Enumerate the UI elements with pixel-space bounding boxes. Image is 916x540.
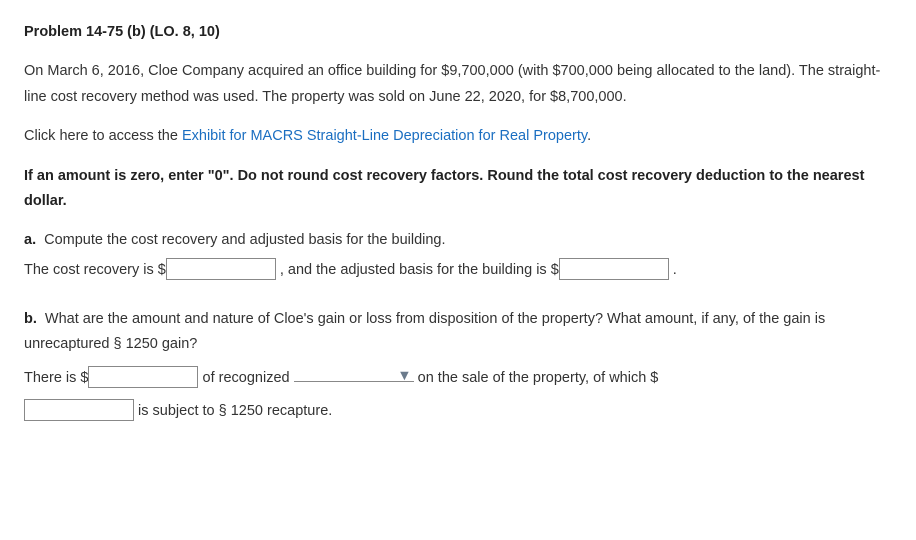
recognized-pre: There is $ [24,370,88,386]
part-b: b. What are the amount and nature of Clo… [24,307,892,358]
cost-recovery-post: . [669,262,677,278]
recapture-amount-input[interactable] [24,399,134,421]
part-a: a. Compute the cost recovery and adjuste… [24,228,892,253]
cost-recovery-input[interactable] [166,258,276,280]
cost-recovery-mid: , and the adjusted basis for the buildin… [276,262,559,278]
link-line-suffix: . [587,128,591,144]
chevron-down-icon: ▼ [397,364,411,389]
recognized-amount-input[interactable] [88,366,198,388]
problem-heading: Problem 14-75 (b) (LO. 8, 10) [24,20,892,45]
part-a-label: a. [24,232,36,248]
recognized-mid: of recognized [198,370,293,386]
intro-paragraph: On March 6, 2016, Cloe Company acquired … [24,59,892,110]
part-a-answer-line: The cost recovery is $ , and the adjuste… [24,258,892,283]
part-b-question: What are the amount and nature of Cloe's… [24,311,825,352]
part-b-answer-line-1: There is $ of recognized ▼ on the sale o… [24,362,892,391]
macrs-exhibit-link[interactable]: Exhibit for MACRS Straight-Line Deprecia… [182,128,587,144]
link-line-prefix: Click here to access the [24,128,182,144]
part-b-answer-line-2: is subject to § 1250 recapture. [24,399,892,424]
instruction-line: If an amount is zero, enter "0". Do not … [24,164,892,215]
recognized-post: on the sale of the property, of which $ [414,370,659,386]
link-line: Click here to access the Exhibit for MAC… [24,124,892,149]
adjusted-basis-input[interactable] [559,258,669,280]
recapture-post: is subject to § 1250 recapture. [134,403,332,419]
cost-recovery-pre: The cost recovery is $ [24,262,166,278]
part-b-label: b. [24,311,37,327]
part-a-question: Compute the cost recovery and adjusted b… [44,232,445,248]
nature-select[interactable]: ▼ [294,362,414,382]
